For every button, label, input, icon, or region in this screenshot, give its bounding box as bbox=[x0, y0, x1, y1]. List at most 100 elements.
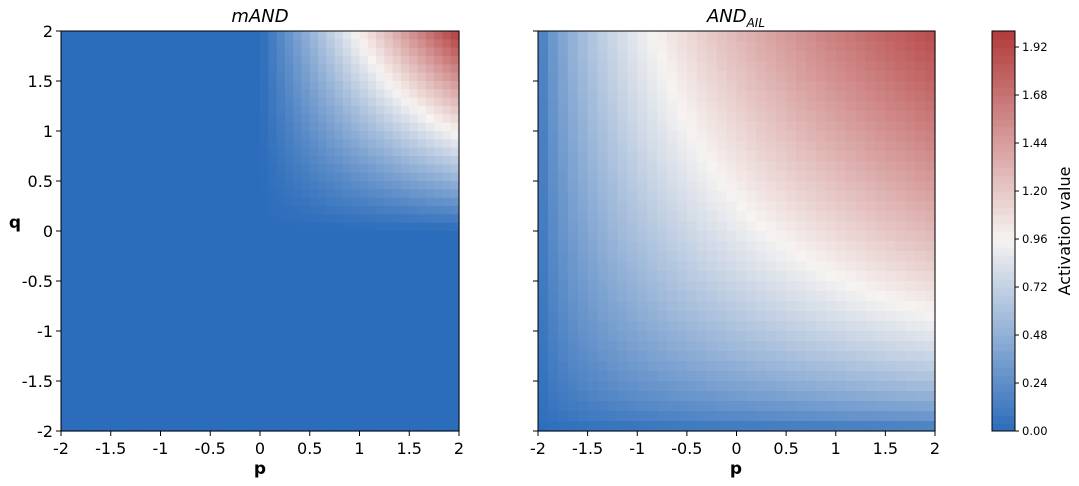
heatmap-cell bbox=[61, 31, 70, 40]
heatmap-cell bbox=[177, 264, 186, 274]
heatmap-cell bbox=[226, 97, 236, 107]
heatmap-cell bbox=[69, 181, 79, 190]
heatmap-cell bbox=[786, 311, 797, 322]
heatmap-cell bbox=[442, 389, 452, 399]
heatmap-cell bbox=[260, 406, 269, 415]
heatmap-cell bbox=[127, 264, 137, 274]
heatmap-cell bbox=[143, 322, 153, 332]
heatmap-cell bbox=[69, 214, 79, 224]
heatmap-cell bbox=[367, 239, 377, 249]
y-tick-label: -0.5 bbox=[22, 272, 53, 291]
heatmap-cell bbox=[597, 331, 609, 342]
heatmap-cell bbox=[538, 301, 549, 312]
heatmap-cell bbox=[417, 156, 427, 165]
heatmap-cell bbox=[260, 306, 269, 315]
heatmap-cell bbox=[756, 151, 767, 162]
heatmap-cell bbox=[667, 51, 678, 62]
heatmap-cell bbox=[260, 339, 269, 349]
heatmap-cell bbox=[815, 181, 827, 192]
heatmap-cell bbox=[637, 261, 648, 272]
heatmap-cell bbox=[218, 331, 228, 340]
heatmap-cell bbox=[845, 131, 857, 142]
heatmap-cell bbox=[69, 381, 79, 390]
heatmap-cell bbox=[855, 101, 867, 112]
heatmap-cell bbox=[442, 156, 452, 165]
heatmap-cell bbox=[835, 271, 847, 282]
heatmap-cell bbox=[193, 114, 203, 124]
heatmap-cell bbox=[193, 422, 203, 432]
heatmap-cell bbox=[351, 31, 361, 40]
heatmap-cell bbox=[160, 322, 170, 332]
heatmap-cell bbox=[776, 341, 787, 352]
heatmap-cell bbox=[442, 322, 452, 332]
heatmap-cell bbox=[627, 241, 638, 252]
heatmap-cell bbox=[160, 306, 170, 315]
heatmap-cell bbox=[786, 131, 797, 142]
heatmap-cell bbox=[567, 51, 579, 62]
heatmap-cell bbox=[235, 281, 245, 290]
heatmap-cell bbox=[617, 271, 628, 282]
heatmap-cell bbox=[597, 411, 609, 422]
heatmap-cell bbox=[706, 261, 718, 272]
heatmap-cell bbox=[746, 371, 757, 382]
colorbar-band bbox=[992, 399, 1015, 408]
heatmap-cell bbox=[417, 222, 427, 232]
heatmap-cell bbox=[736, 361, 748, 372]
heatmap-cell bbox=[301, 356, 311, 365]
heatmap-cell bbox=[845, 241, 857, 252]
heatmap-cell bbox=[135, 39, 145, 49]
heatmap-cell bbox=[895, 401, 906, 412]
heatmap-cell bbox=[110, 197, 120, 207]
heatmap-cell bbox=[127, 289, 137, 299]
heatmap-cell bbox=[587, 211, 599, 222]
heatmap-cell bbox=[845, 381, 857, 392]
heatmap-cell bbox=[875, 221, 886, 232]
heatmap-cell bbox=[268, 39, 278, 49]
heatmap-cell bbox=[696, 31, 708, 42]
colorbar-band bbox=[992, 111, 1015, 120]
heatmap-cell bbox=[384, 189, 394, 199]
heatmap-cell bbox=[617, 71, 628, 82]
heatmap-cell bbox=[647, 171, 658, 182]
heatmap-cell bbox=[647, 421, 658, 432]
heatmap-cell bbox=[152, 322, 162, 332]
heatmap-cell bbox=[845, 331, 857, 342]
heatmap-cell bbox=[450, 247, 460, 257]
heatmap-cell bbox=[696, 111, 708, 122]
heatmap-cell bbox=[127, 356, 137, 365]
heatmap-cell bbox=[547, 371, 559, 382]
heatmap-cell bbox=[676, 421, 688, 432]
heatmap-cell bbox=[168, 64, 178, 74]
heatmap-cell bbox=[425, 397, 435, 407]
heatmap-cell bbox=[69, 172, 79, 182]
heatmap-cell bbox=[185, 381, 195, 390]
heatmap-cell bbox=[85, 222, 95, 232]
heatmap-cell bbox=[351, 122, 361, 132]
heatmap-cell bbox=[855, 361, 867, 372]
heatmap-cell bbox=[587, 421, 599, 432]
heatmap-cell bbox=[766, 331, 777, 342]
heatmap-cell bbox=[119, 297, 128, 307]
heatmap-cell bbox=[647, 241, 658, 252]
heatmap-cell bbox=[875, 151, 886, 162]
heatmap-cell bbox=[293, 197, 303, 207]
heatmap-cell bbox=[925, 421, 936, 432]
heatmap-cell bbox=[235, 47, 245, 57]
heatmap-cell bbox=[766, 51, 777, 62]
heatmap-cell bbox=[805, 121, 817, 132]
heatmap-cell bbox=[567, 71, 579, 82]
heatmap-cell bbox=[686, 191, 698, 202]
heatmap-cell bbox=[119, 389, 128, 399]
heatmap-cell bbox=[210, 139, 220, 149]
heatmap-cell bbox=[342, 156, 352, 165]
heatmap-cell bbox=[716, 51, 728, 62]
y-axis-ticks-mand: -2-1.5-1-0.500.511.52 bbox=[22, 22, 61, 441]
heatmap-cell bbox=[845, 411, 857, 422]
heatmap-cell bbox=[905, 191, 916, 202]
heatmap-cell bbox=[786, 121, 797, 132]
heatmap-cell bbox=[855, 71, 867, 82]
heatmap-cell bbox=[61, 56, 70, 65]
heatmap-cell bbox=[201, 89, 211, 99]
heatmap-cell bbox=[756, 311, 767, 322]
heatmap-cell bbox=[334, 331, 344, 340]
